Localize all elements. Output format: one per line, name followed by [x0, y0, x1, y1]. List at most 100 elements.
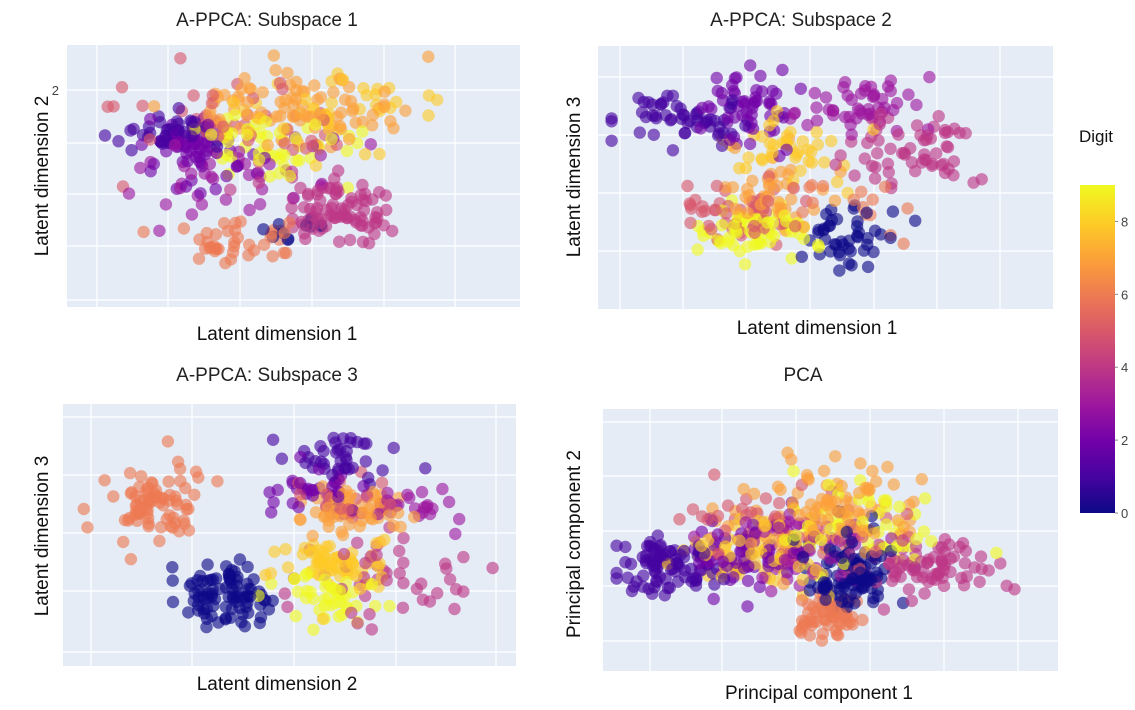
colorbar-gradient: [1080, 185, 1115, 513]
scatter-point-digit-2: [181, 155, 194, 168]
scatter-point-digit-7: [289, 93, 302, 106]
scatter-point-digit-9: [205, 128, 218, 141]
scatter-point-digit-4: [958, 557, 972, 570]
scatter-point-digit-4: [941, 141, 955, 154]
scatter-point-digit-4: [930, 147, 943, 160]
chart-title: A-PPCA: Subspace 3: [176, 365, 358, 386]
scatter-point-digit-7: [422, 50, 435, 63]
scatter-point-digit-4: [486, 561, 499, 575]
scatter-point-digit-4: [938, 166, 952, 180]
scatter-point-digit-3: [203, 157, 216, 171]
scatter-point-digit-5: [708, 203, 721, 217]
scatter-point-digit-9: [778, 209, 791, 222]
scatter-point-digit-6: [796, 614, 809, 627]
scatter-point-digit-7: [868, 527, 881, 540]
scatter-point-digit-9: [824, 522, 837, 536]
scatter-point-digit-5: [789, 220, 802, 233]
scatter-point-digit-9: [289, 609, 302, 623]
scatter-point-digit-8: [805, 156, 819, 169]
scatter-point-digit-1: [359, 455, 372, 468]
y-axis-label: Principal component 2: [564, 450, 585, 638]
scatter-point-digit-9: [309, 118, 322, 131]
scatter-point-digit-7: [739, 190, 752, 204]
scatter-point-digit-7: [907, 495, 920, 508]
scatter-point-digit-4: [285, 201, 298, 214]
scatter-point-digit-9: [761, 216, 774, 229]
scatter-point-digit-5: [681, 179, 694, 193]
scatter-point-digit-8: [739, 161, 753, 175]
scatter-point-digit-4: [973, 575, 986, 589]
scatter-point-digit-4: [351, 617, 364, 630]
scatter-point-digit-6: [167, 511, 180, 524]
scatter-point-digit-0: [182, 606, 195, 619]
scatter-point-digit-5: [759, 492, 773, 505]
scatter-point-digit-7: [343, 518, 356, 531]
scatter-point-digit-7: [313, 108, 327, 122]
scatter-point-digit-6: [192, 252, 206, 265]
scatter-point-digit-2: [294, 476, 307, 490]
scatter-point-digit-1: [678, 109, 691, 122]
scatter-point-digit-9: [263, 170, 277, 183]
scatter-point-digit-8: [745, 547, 758, 561]
scatter-point-digit-3: [195, 198, 209, 211]
scatter-point-digit-3: [364, 138, 377, 151]
scatter-point-digit-4: [328, 172, 341, 185]
scatter-point-digit-4: [894, 570, 907, 583]
scatter-point-digit-7: [343, 132, 356, 146]
scatter-point-digit-2: [267, 496, 280, 509]
scatter-point-digit-2: [271, 483, 284, 497]
scatter-point-digit-6: [277, 246, 291, 260]
scatter-point-digit-3: [841, 89, 854, 102]
scatter-point-digit-7: [856, 524, 870, 537]
scatter-point-digit-7: [256, 86, 269, 99]
scatter-point-digit-1: [647, 128, 660, 141]
scatter-point-digit-9: [292, 154, 306, 167]
scatter-point-digit-6: [149, 484, 163, 497]
scatter-point-digit-6: [856, 613, 869, 627]
scatter-point-digit-1: [387, 441, 400, 455]
scatter-point-digit-8: [422, 109, 435, 122]
scatter-point-digit-8: [766, 146, 779, 159]
scatter-point-digit-4: [345, 606, 358, 619]
scatter-point-digit-8: [353, 582, 367, 595]
scatter-point-digit-7: [819, 498, 832, 511]
scatter-point-digit-0: [860, 206, 873, 219]
scatter-point-digit-0: [847, 578, 860, 592]
x-axis-label: Principal component 1: [725, 683, 913, 704]
scatter-point-digit-1: [610, 539, 623, 552]
scatter-point-digit-9: [822, 478, 835, 492]
scatter-point-digit-2: [730, 71, 743, 84]
scatter-point-digit-2: [750, 84, 763, 97]
scatter-point-digit-3: [168, 139, 182, 152]
scatter-point-digit-4: [918, 587, 931, 600]
scatter-point-digit-7: [287, 109, 300, 122]
scatter-point-digit-5: [206, 89, 219, 102]
scatter-point-digit-7: [278, 101, 291, 115]
scatter-point-digit-7: [334, 122, 348, 136]
scatter-point-digit-1: [708, 578, 721, 591]
scatter-point-digit-0: [834, 589, 848, 603]
scatter-point-digit-7: [892, 514, 905, 527]
scatter-point-digit-1: [704, 113, 717, 126]
scatter-point-digit-4: [356, 178, 369, 192]
scatter-point-digit-1: [362, 471, 375, 484]
scatter-point-digit-8: [701, 533, 715, 547]
scatter-point-digit-1: [637, 95, 650, 109]
scatter-point-digit-7: [746, 174, 759, 187]
scatter-point-digit-1: [112, 135, 125, 148]
scatter-point-digit-9: [778, 533, 792, 547]
scatter-point-digit-4: [351, 536, 364, 549]
scatter-point-digit-5: [276, 82, 289, 96]
scatter-point-digit-0: [220, 581, 233, 594]
scatter-point-digit-3: [453, 512, 466, 526]
scatter-point-digit-0: [818, 583, 831, 596]
scatter-point-digit-7: [306, 529, 319, 543]
scatter-point-digit-3: [858, 84, 871, 97]
scatter-point-digit-7: [774, 165, 788, 178]
scatter-point-digit-5: [869, 545, 882, 559]
scatter-point-digit-6: [163, 488, 177, 502]
x-axis-label: Latent dimension 1: [197, 324, 358, 345]
data-points: [77, 431, 499, 636]
scatter-point-digit-5: [174, 52, 187, 65]
scatter-point-digit-4: [252, 176, 265, 189]
